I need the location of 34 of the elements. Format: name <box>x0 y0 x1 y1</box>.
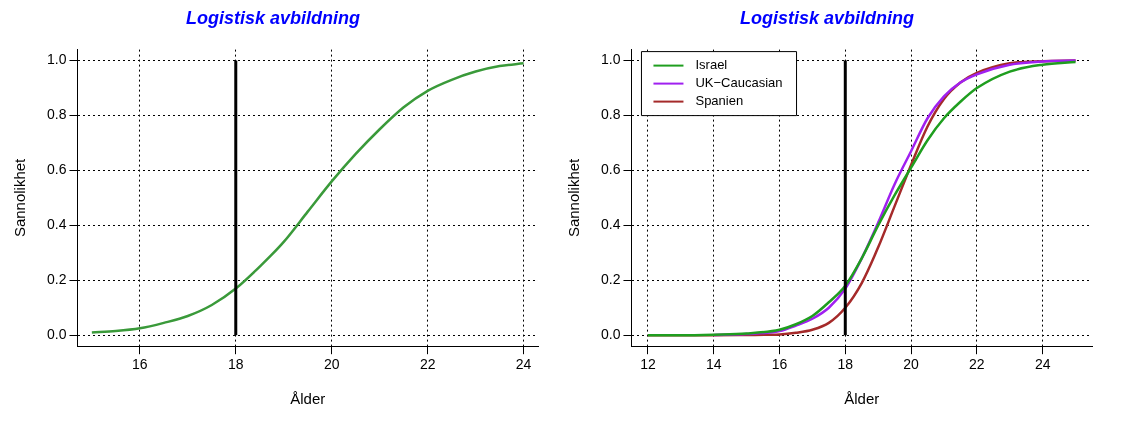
chart-title: Logistisk avbildning <box>739 7 915 28</box>
y-tick-label: 1.0 <box>600 51 621 68</box>
legend-label: Israel <box>695 57 728 73</box>
x-tick-label: 18 <box>837 356 854 373</box>
x-axis-title: Ålder <box>844 390 880 408</box>
x-tick-label: 20 <box>323 356 340 373</box>
y-tick-label: 0.4 <box>46 216 67 233</box>
y-tick-label: 0.0 <box>600 326 621 343</box>
legend-label: UK−Caucasian <box>695 75 783 91</box>
x-tick-label: 16 <box>132 356 148 373</box>
x-tick-label: 20 <box>903 356 920 373</box>
y-axis-title: Sannolikhet <box>565 157 583 238</box>
x-tick-label: 22 <box>969 356 985 373</box>
x-tick-label: 22 <box>419 356 436 373</box>
x-tick-label: 18 <box>227 356 244 373</box>
x-tick-label: 12 <box>640 356 656 373</box>
y-tick-label: 0.4 <box>600 216 621 233</box>
y-tick-label: 0.8 <box>46 106 67 123</box>
line-series <box>90 62 525 334</box>
y-tick-label: 0.0 <box>46 326 67 343</box>
chart-title: Logistisk avbildning <box>185 7 361 28</box>
x-tick-label: 16 <box>771 356 788 373</box>
y-tick-label: 0.2 <box>46 271 67 288</box>
x-tick-label: 14 <box>705 356 722 373</box>
x-axis-title: Ålder <box>290 390 326 408</box>
y-tick-label: 0.6 <box>600 161 621 178</box>
y-axis-title: Sannolikhet <box>11 157 29 238</box>
legend-label: Spanien <box>695 93 744 109</box>
y-tick-label: 1.0 <box>46 51 67 68</box>
y-tick-label: 0.2 <box>600 271 621 288</box>
x-tick-label: 24 <box>515 356 532 373</box>
y-tick-label: 0.8 <box>600 106 621 123</box>
y-tick-label: 0.6 <box>46 161 67 178</box>
x-tick-label: 24 <box>1034 356 1051 373</box>
